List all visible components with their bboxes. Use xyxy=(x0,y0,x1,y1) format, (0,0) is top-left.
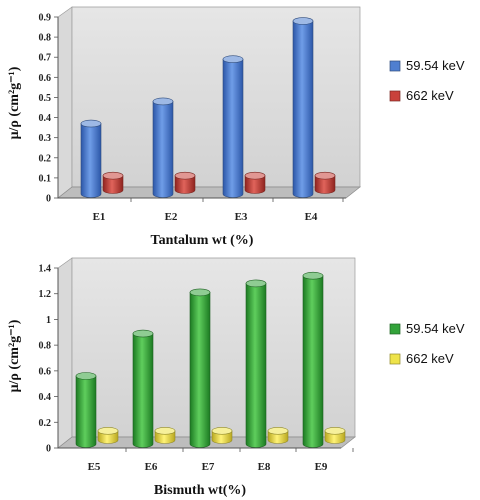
y-tick-label: 0.1 xyxy=(39,173,52,184)
y-tick-label: 0.6 xyxy=(39,73,52,84)
legend-label: 662 keV xyxy=(406,88,454,103)
chart-1-side-wall xyxy=(57,6,73,199)
bar-E8-662keV xyxy=(267,427,289,444)
x-tick-label: E7 xyxy=(202,461,215,473)
x-tick-label: E3 xyxy=(235,211,248,223)
bar-E6-662keV xyxy=(154,427,176,444)
y-tick-label: 0.8 xyxy=(39,33,52,44)
legend-label: 662 keV xyxy=(406,351,454,366)
bar-E5-59keV xyxy=(75,372,97,448)
y-tick-label: 0.8 xyxy=(39,341,52,352)
y-tick-label: 0.7 xyxy=(39,53,52,64)
y-tick-label: 0.2 xyxy=(39,153,52,164)
x-tick-label: E8 xyxy=(258,461,271,473)
chart-2: 0 0.2 0.4 0.6 0.8 1 1.2 1.4 E5 E6 E7 E8 E9 Bismuth … xyxy=(7,257,465,498)
x-tick-label: E2 xyxy=(165,211,178,223)
y-tick-label: 0.4 xyxy=(39,113,52,124)
bar-E9-59keV xyxy=(302,271,324,448)
bar-E2-662keV xyxy=(174,171,196,194)
bar-E7-59keV xyxy=(189,288,211,448)
y-tick-label: 0.2 xyxy=(39,418,52,429)
legend-swatch xyxy=(389,323,401,335)
bar-E1-59keV xyxy=(80,119,102,198)
y-tick-label: 0.5 xyxy=(39,93,52,104)
y-tick-label: 1.2 xyxy=(39,289,52,300)
bar-E5-662keV xyxy=(97,427,119,444)
y-tick-label: 0.6 xyxy=(39,366,52,377)
legend-swatch xyxy=(389,353,401,365)
x-tick-label: E4 xyxy=(305,211,318,223)
x-tick-label: E6 xyxy=(145,461,158,473)
legend-swatch xyxy=(389,90,401,102)
chart-1-back-wall xyxy=(71,6,361,188)
chart-1-x-axis-title: Tantalum wt (%) xyxy=(151,233,254,248)
y-tick-label: 0.9 xyxy=(39,13,52,24)
y-tick-label: 0.3 xyxy=(39,133,52,144)
legend-label: 59.54 keV xyxy=(406,58,465,73)
chart-2-y-axis-title: μ/ρ (cm²g⁻¹) xyxy=(7,319,22,392)
bar-E3-59keV xyxy=(222,55,244,198)
y-tick-label: 1 xyxy=(46,315,51,326)
bar-E9-662keV xyxy=(324,427,346,444)
bar-E1-662keV xyxy=(102,171,124,194)
bar-E3-662keV xyxy=(244,171,266,194)
bar-E6-59keV xyxy=(132,329,154,448)
x-tick-label: E1 xyxy=(93,211,106,223)
x-tick-label: E5 xyxy=(88,461,101,473)
bar-E2-59keV xyxy=(152,97,174,198)
bar-E4-662keV xyxy=(314,171,336,194)
chart-2-side-wall xyxy=(57,257,73,449)
chart-2-x-axis-title: Bismuth wt(%) xyxy=(154,483,247,498)
legend-swatch xyxy=(389,60,401,72)
y-tick-label: 0 xyxy=(46,444,51,455)
bar-E7-662keV xyxy=(211,427,233,444)
chart-1: 0 0.1 0.2 0.3 0.4 0.5 0.6 0.7 0.8 0.9 E1 E2 E3 E4 Ta… xyxy=(7,6,465,248)
x-tick-label: E9 xyxy=(315,461,328,473)
legend-label: 59.54 keV xyxy=(406,321,465,336)
y-tick-label: 0.4 xyxy=(39,392,52,403)
y-tick-label: 0 xyxy=(46,194,51,205)
chart-1-y-axis-title: μ/ρ (cm²g⁻¹) xyxy=(7,66,22,139)
bar-E4-59keV xyxy=(292,17,314,198)
y-tick-label: 1.4 xyxy=(39,264,52,275)
bar-E8-59keV xyxy=(245,279,267,448)
